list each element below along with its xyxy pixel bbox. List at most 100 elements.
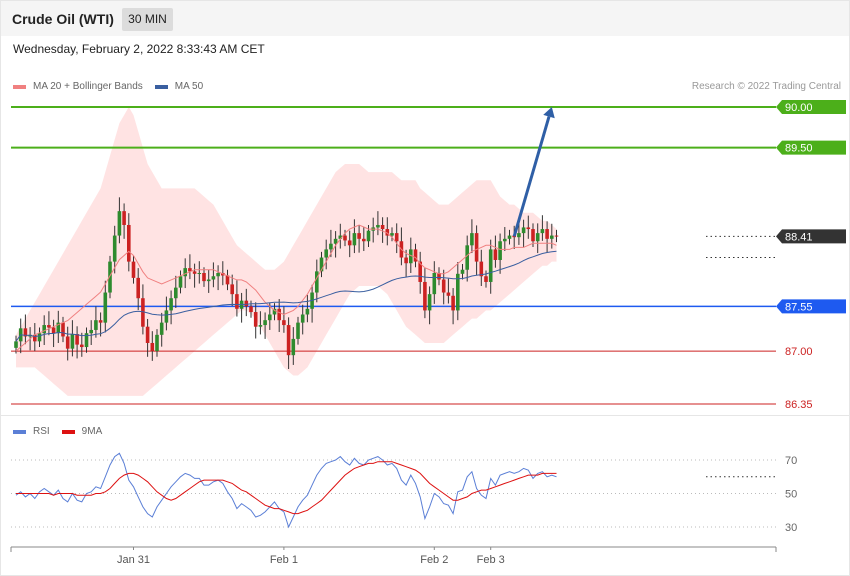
candle-body [47,325,51,328]
candle-body [211,276,216,280]
legend-swatch-ma50 [154,84,168,89]
candle-body [418,261,422,282]
candle-body [98,320,103,323]
candle-body [319,257,324,272]
candle-body [122,211,126,225]
price-label-89-50: 89.50 [785,143,813,155]
candle-body [141,298,145,327]
candle-body [225,275,230,285]
credit-text: Research © 2022 Trading Central [691,81,841,92]
candle-body [535,233,540,242]
legend-item-9ma: 9MA [61,426,103,437]
timeframe-badge[interactable]: 30 MIN [122,8,173,31]
candle-body [258,325,263,327]
candle-body [80,344,84,348]
candle-body [470,233,474,246]
candle-body [357,233,361,239]
candle-body [460,269,465,274]
candle-body [183,268,187,277]
candle-body [56,322,61,334]
candle-body [282,320,286,326]
candle-body [286,325,291,356]
candle-body [385,229,390,236]
candle-body [390,233,394,236]
candle-body [268,314,272,321]
candle-body [94,320,98,330]
candle-body [277,308,281,321]
price-label-90-00: 90.00 [785,102,813,114]
candle-body [488,249,493,282]
candle-body [272,308,277,315]
candle-body [423,281,427,311]
price-tag-target [776,140,846,155]
price-label-88-41: 88.41 [785,231,813,243]
ma50-line [15,250,557,342]
candle-body [89,329,93,334]
legend-swatch-bollinger [13,84,26,89]
candle-body [14,341,18,348]
candle-body [517,233,521,238]
candle-body [178,276,183,288]
candle-body [484,276,488,282]
candle-body [164,310,169,323]
rsi-legend: RSI 9MA [13,426,114,437]
candle-body [376,224,380,228]
chart-header: Crude Oil (WTI) 30 MIN [1,1,849,36]
report-datetime: Wednesday, February 2, 2022 8:33:43 AM C… [13,42,265,56]
candle-body [404,257,408,264]
candle-body [366,230,371,242]
price-tag-target [776,100,846,114]
candle-body [235,294,239,309]
candle-body [291,338,296,356]
candle-body [70,334,75,349]
candle-body [498,241,502,260]
candle-body [451,295,455,311]
candle-body [42,325,46,334]
rsi-tick-label: 30 [785,522,797,534]
candle-body [103,292,108,323]
legend-item-bollinger: MA 20 + Bollinger Bands [13,81,143,92]
candle-body [507,235,512,239]
candle-body [37,333,42,342]
candle-body [206,279,211,282]
price-label-86-35: 86.35 [785,399,813,411]
candle-body [545,229,549,239]
candle-body [296,322,300,339]
legend-item-rsi: RSI [13,426,50,437]
main-legend: MA 20 + Bollinger Bands MA 50 [13,81,215,92]
price-tag-pivot [776,299,846,314]
legend-label-9ma: 9MA [81,426,103,437]
candle-body [413,249,418,262]
candle-body [61,322,65,337]
candle-body [253,312,258,327]
candle-body [554,235,559,237]
legend-swatch-9ma [61,429,75,434]
projection-arrow-head [543,107,555,119]
candle-body [112,235,117,262]
candle-body [33,334,37,342]
candle-body [127,224,131,262]
rsi-tick-label: 50 [785,489,797,501]
candle-body [380,224,385,230]
candle-body [84,333,89,348]
candle-body [446,292,451,296]
legend-label-rsi: RSI [33,426,50,437]
price-label-87-55: 87.55 [785,301,813,313]
price-tag-last [776,229,846,244]
candle-body [521,227,526,234]
legend-swatch-rsi [13,429,26,434]
candle-body [362,238,366,242]
candle-body [192,271,197,274]
candle-body [456,273,460,311]
candle-body [437,272,441,280]
bollinger-band-fill [16,107,557,396]
x-tick-label: Feb 1 [270,554,298,566]
legend-label-ma50: MA 50 [174,81,204,92]
rsi-series-rsi [15,452,557,529]
candle-body [526,227,531,230]
candle-body [432,272,437,295]
candle-body [230,284,234,295]
candle-body [145,326,150,343]
panel-divider [1,415,849,416]
